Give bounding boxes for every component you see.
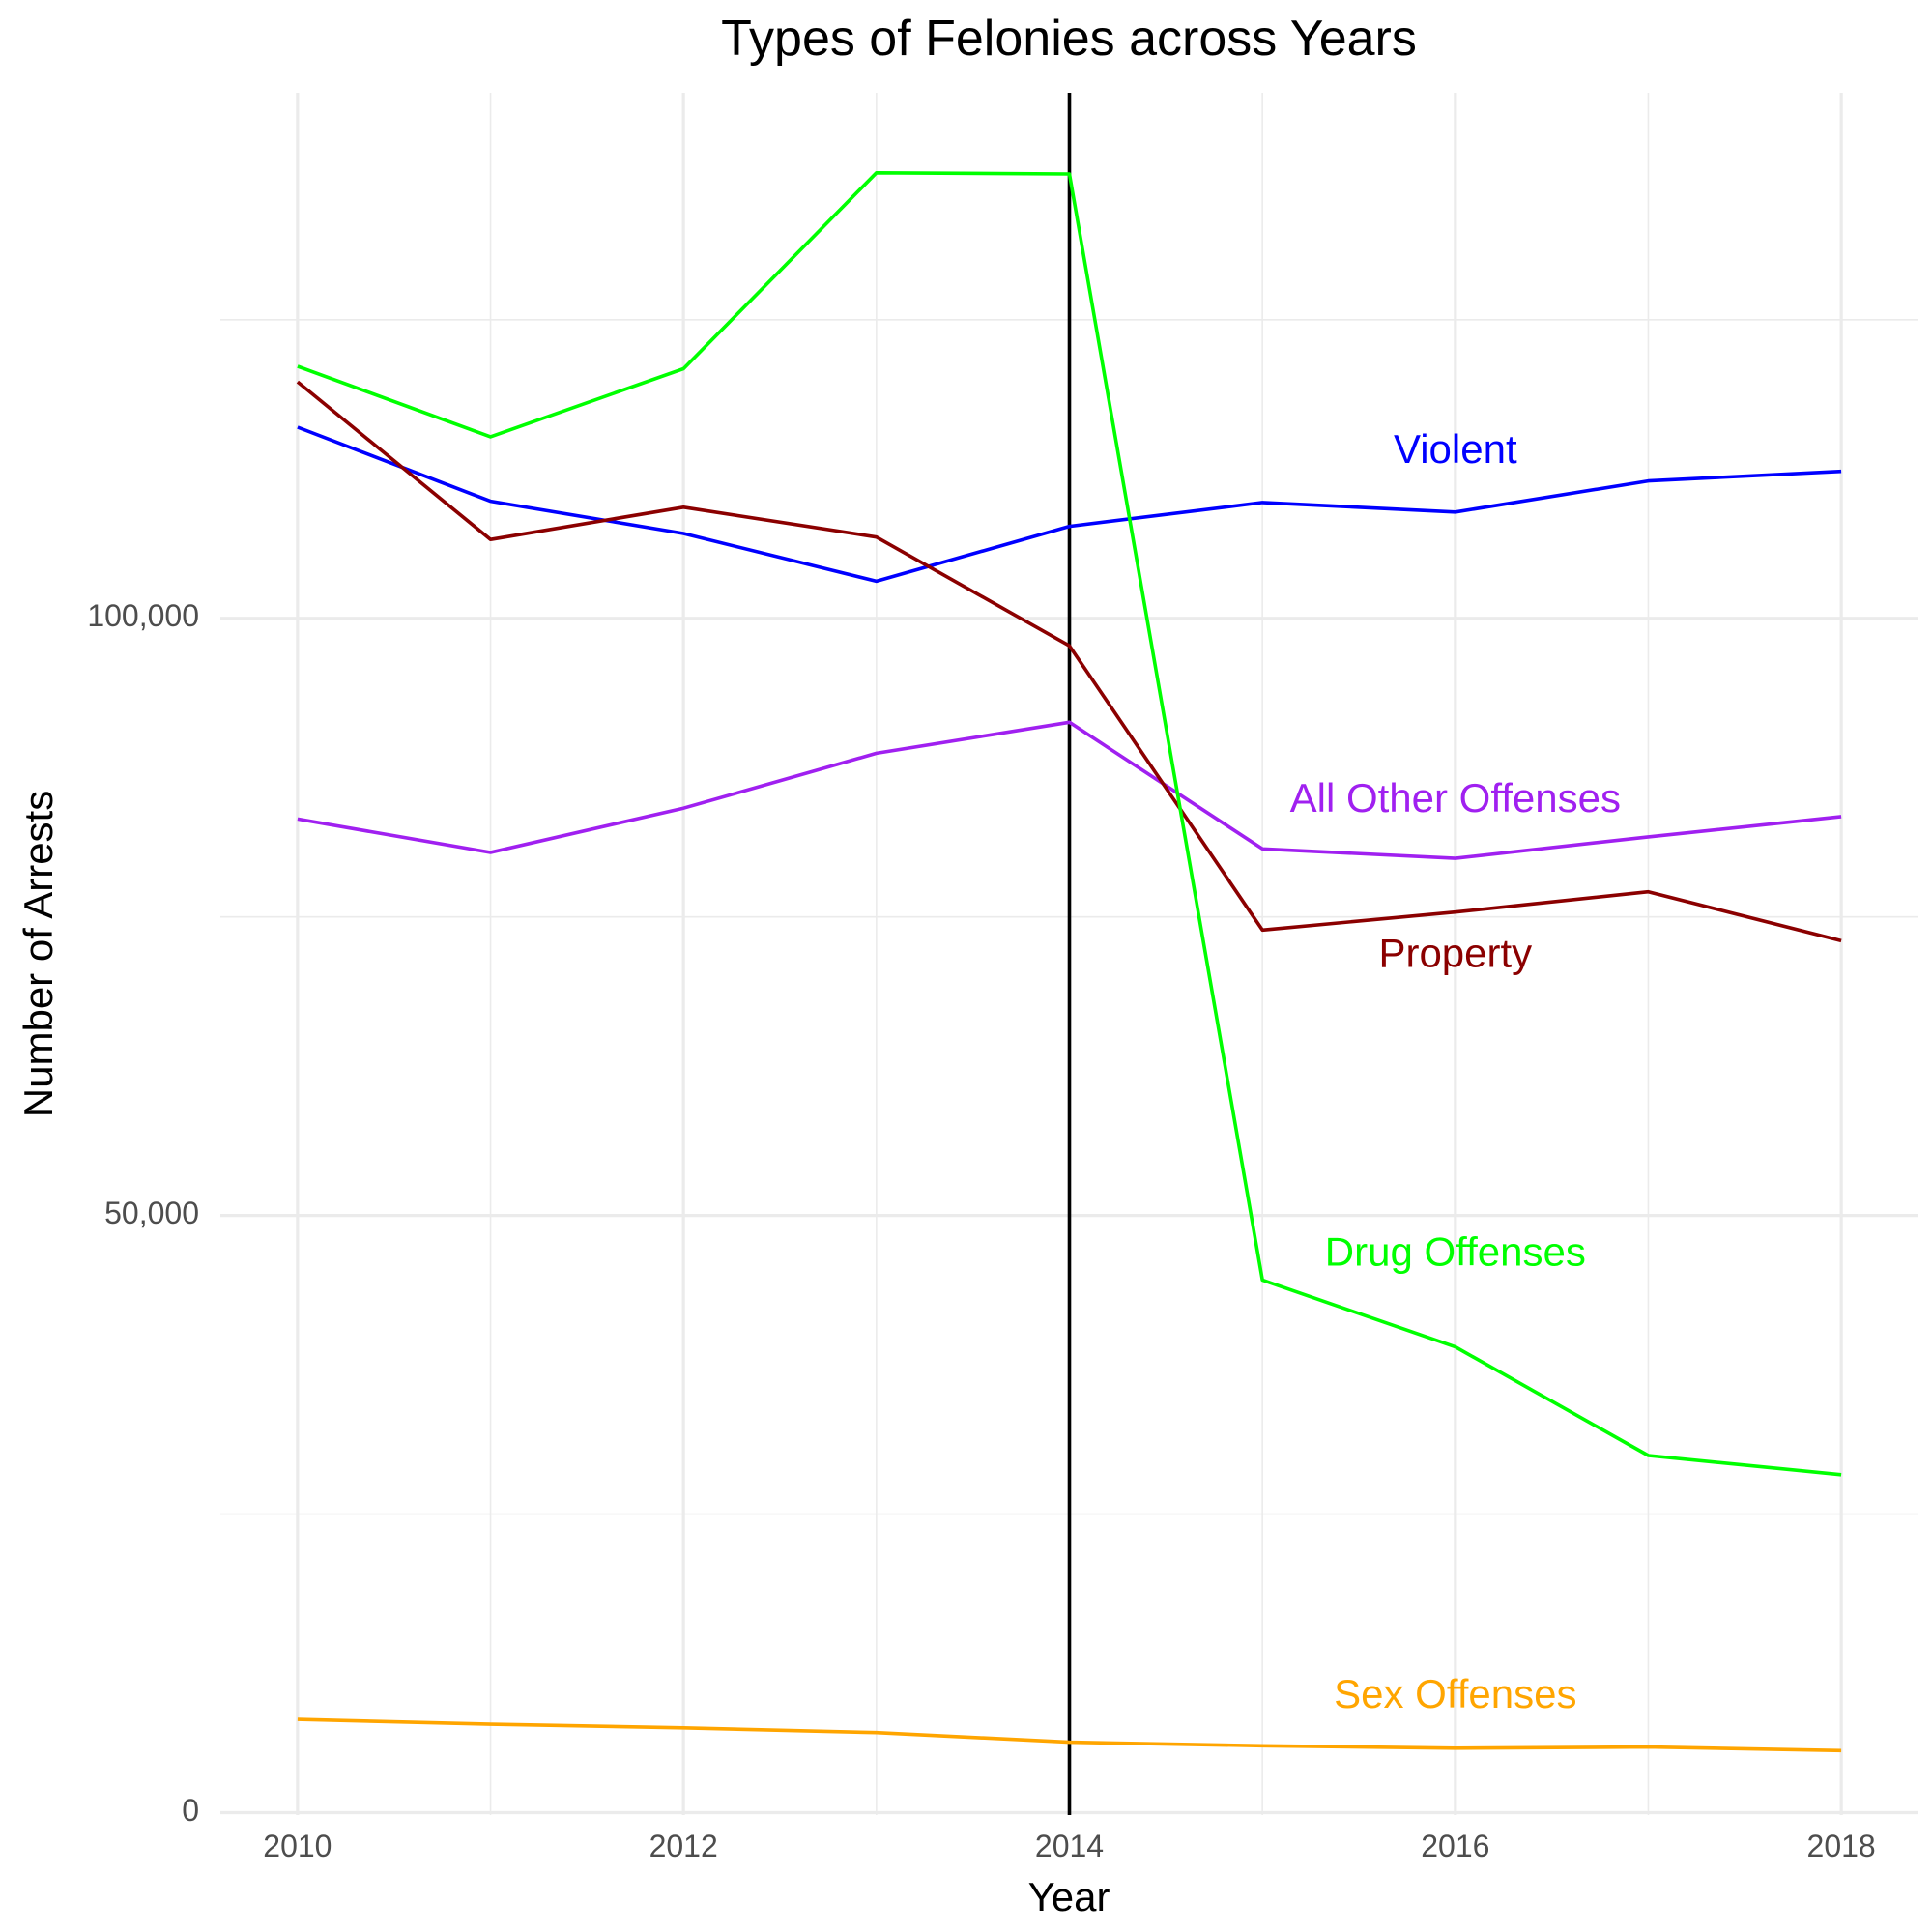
- x-axis-title: Year: [1028, 1874, 1110, 1919]
- y-tick-label: 50,000: [104, 1196, 199, 1230]
- x-tick-label: 2010: [263, 1829, 332, 1863]
- series-label-sex-offenses: Sex Offenses: [1334, 1671, 1576, 1716]
- x-tick-label: 2012: [649, 1829, 718, 1863]
- series-line-sex-offenses: [297, 1717, 1842, 1753]
- series-line-property: [296, 380, 1842, 943]
- x-tick-label: 2018: [1807, 1829, 1876, 1863]
- chart-title: Types of Felonies across Years: [721, 11, 1417, 67]
- series-label-all-other-offenses: All Other Offenses: [1290, 775, 1621, 821]
- series-line-violent: [297, 425, 1842, 584]
- series-label-drug-offenses: Drug Offenses: [1325, 1229, 1586, 1275]
- y-axis-title: Number of Arrests: [15, 791, 61, 1117]
- y-tick-label: 0: [182, 1793, 199, 1828]
- series-label-violent: Violent: [1394, 426, 1517, 472]
- series-labels: Violent All Other Offenses Property Drug Of…: [1290, 426, 1621, 1716]
- tick-labels: 2010 2012 2014 2016 2018 0 50,000 100,000: [87, 598, 1875, 1863]
- x-tick-label: 2016: [1421, 1829, 1489, 1863]
- x-tick-label: 2014: [1035, 1829, 1104, 1863]
- series-line-drug-offenses: [297, 171, 1842, 1477]
- series-line-all-other-offenses: [297, 720, 1842, 860]
- series-label-property: Property: [1378, 931, 1532, 976]
- y-tick-label: 100,000: [87, 598, 199, 633]
- series-lines: [296, 171, 1842, 1753]
